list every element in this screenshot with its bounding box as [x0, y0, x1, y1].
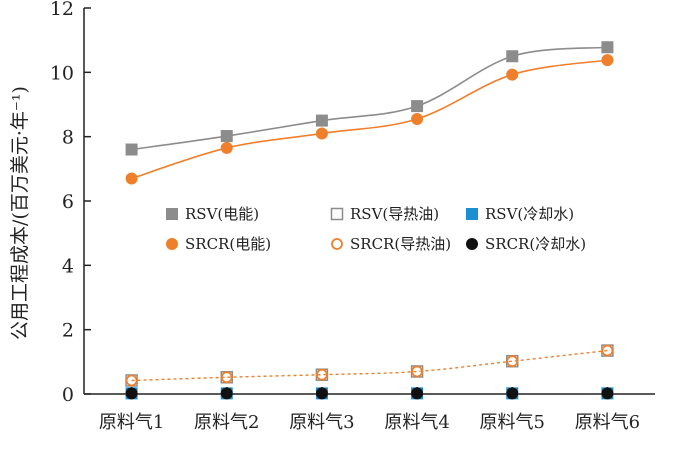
y-tick-label: 0 [62, 384, 74, 406]
legend-label: SRCR(导热油) [350, 235, 451, 253]
x-tick-label: 原料气6 [575, 412, 640, 433]
series-layer [125, 41, 614, 400]
data-point [125, 143, 138, 156]
y-tick-label: 12 [50, 0, 74, 20]
legend: RSV(电能) RSV(导热油) RSV(冷却水) SRCR(电能) SRCR(导热油)… [166, 205, 586, 253]
y-tick-label: 6 [62, 191, 74, 213]
x-tick-label: 原料气2 [194, 412, 259, 433]
series-line [131, 46, 608, 151]
data-point [411, 387, 424, 400]
data-point [125, 374, 138, 387]
series-line [131, 59, 608, 180]
data-point [220, 130, 233, 143]
x-tick-label: 原料气1 [99, 412, 164, 433]
series-line [131, 349, 608, 382]
data-point [601, 41, 614, 54]
legend-marker [330, 207, 344, 221]
legend-label: RSV(导热油) [350, 205, 439, 223]
series-0 [125, 41, 614, 156]
legend-label: RSV(电能) [185, 205, 259, 223]
x-tick-label: 原料气5 [480, 412, 545, 433]
data-point [506, 387, 519, 400]
data-point [125, 387, 138, 400]
legend-item: SRCR(电能) [166, 235, 271, 253]
legend-item: SRCR(冷却水) [466, 235, 586, 253]
legend-label: SRCR(冷却水) [485, 235, 586, 253]
legend-label: SRCR(电能) [185, 235, 271, 253]
y-tick-label: 4 [62, 255, 74, 277]
x-tick-label: 原料气3 [289, 412, 354, 433]
series-3 [125, 54, 614, 185]
data-point [125, 172, 138, 185]
data-point [220, 387, 233, 400]
data-point [601, 387, 614, 400]
x-tick-label: 原料气4 [384, 412, 449, 433]
data-point [411, 365, 423, 378]
series-1 [125, 344, 614, 387]
data-point [506, 50, 519, 63]
legend-item: RSV(电能) [166, 205, 259, 223]
series-4 [125, 344, 614, 387]
legend-marker [166, 208, 178, 220]
data-point [220, 141, 233, 154]
legend-label: RSV(冷却水) [485, 205, 574, 223]
y-tick-label: 10 [50, 62, 74, 84]
data-point [411, 100, 424, 113]
legend-item: SRCR(导热油) [331, 235, 451, 253]
data-point [506, 68, 519, 81]
data-point [220, 371, 233, 384]
data-point [506, 355, 519, 368]
y-tick-label: 8 [62, 127, 74, 149]
y-axis-label: 公用工程成本/(百万美元·年⁻¹) [9, 86, 31, 340]
y-tick-label: 2 [62, 320, 74, 342]
legend-marker [466, 208, 478, 220]
data-point [315, 387, 328, 400]
data-point [316, 368, 328, 381]
legend-marker [331, 238, 343, 250]
series-5 [125, 387, 614, 400]
legend-item: RSV(导热油) [330, 205, 439, 223]
axes: 0 2 4 6 8 10 12 原料气1 原料气2 原料气3 原料气4 原料气5 原料气6 [50, 0, 655, 433]
legend-item: RSV(冷却水) [466, 205, 574, 223]
data-point [601, 54, 614, 67]
legend-marker [166, 238, 178, 250]
legend-marker [466, 238, 478, 250]
data-point [601, 344, 614, 357]
data-point [411, 112, 424, 125]
data-point [315, 127, 328, 140]
data-point [315, 114, 328, 127]
